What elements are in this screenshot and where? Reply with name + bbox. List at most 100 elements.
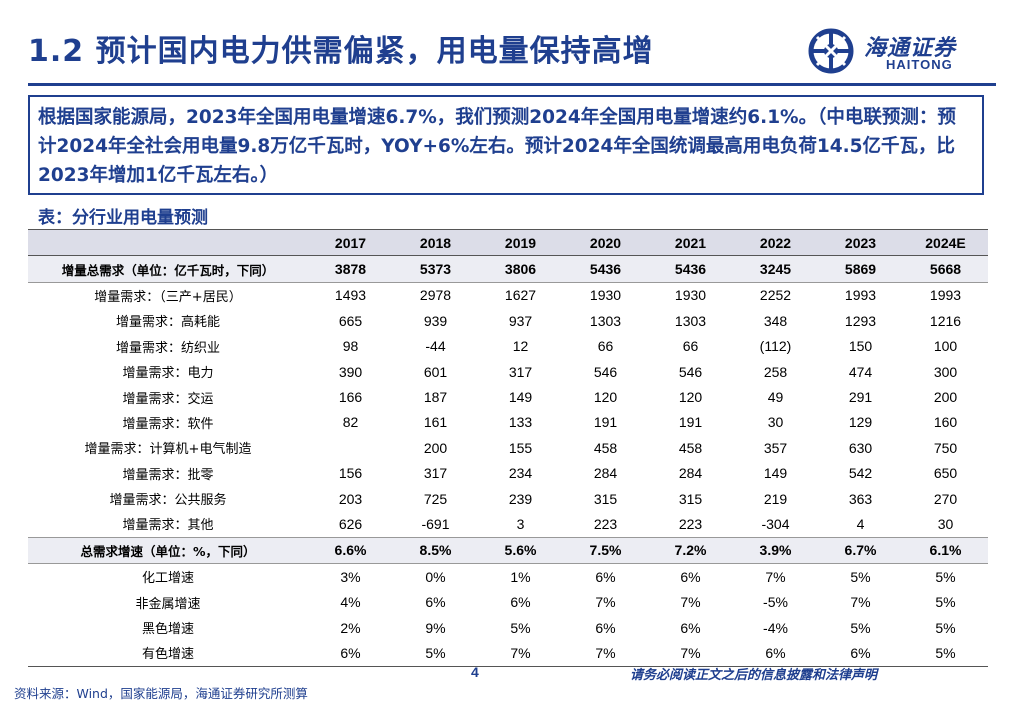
table-cell: 5% (935, 594, 956, 611)
table-cell: 6% (818, 640, 903, 667)
table-row: 化工增速 3% 0% 1% 6% 6% 7% 5% 5% (28, 564, 988, 590)
table-cell: 149 (508, 389, 533, 406)
table-cell: 1493 (334, 287, 367, 304)
table-row: 增量需求：其他 626 -691 3 223 223 -304 4 30 (28, 511, 988, 537)
table-cell: 300 (933, 363, 958, 380)
table-cell: 5% (935, 568, 956, 585)
table-cell: 3 (516, 515, 525, 532)
table-cell: 166 (338, 389, 363, 406)
table-cell: 630 (848, 439, 873, 456)
header-cell: 2020 (563, 228, 648, 257)
table-cell: 284 (593, 465, 618, 482)
table-cell: -44 (425, 338, 446, 355)
table-cell: 474 (848, 363, 873, 380)
table-cell: 5668 (903, 255, 988, 283)
table-cell: 49 (767, 389, 784, 406)
row-label: 增量需求：计算机+电气制造 (84, 442, 252, 458)
table-cell: 161 (423, 414, 448, 431)
summary-text: 根据国家能源局，2023年全国用电量增速6.7%，我们预测2024年全国用电量增… (38, 107, 956, 186)
table-cell: 4% (340, 594, 361, 611)
header-cell: 2017 (308, 228, 393, 257)
row-label: 化工增速 (141, 571, 194, 587)
table-cell: 155 (508, 439, 533, 456)
row-label: 增量需求：公共服务 (109, 493, 227, 509)
table-cell: 937 (508, 312, 533, 329)
table-cell: 6% (425, 594, 446, 611)
table-row: 增量总需求（单位：亿千瓦时，下同） 3878 5373 3806 5436 5436 324… (28, 255, 988, 283)
row-label: 有色增速 (28, 640, 308, 667)
table-cell: 2978 (419, 287, 452, 304)
table-cell: 546 (593, 363, 618, 380)
header-cell: 2023 (818, 228, 903, 257)
table-cell: 120 (678, 389, 703, 406)
table-cell: 4 (856, 515, 865, 532)
table-row: 有色增速 6% 5% 7% 7% 7% 6% 6% 5% (28, 640, 988, 667)
table-cell: 1930 (674, 287, 707, 304)
header-cell: 2022 (733, 228, 818, 257)
table-row: 黑色增速 2% 9% 5% 6% 6% -4% 5% 5% (28, 615, 988, 640)
table-cell: 1303 (589, 312, 622, 329)
table-cell: 3878 (308, 255, 393, 283)
source-note: 资料来源：Wind，国家能源局，海通证券研究所测算 (14, 686, 308, 701)
table-cell: 6% (733, 640, 818, 667)
table-cell (308, 435, 393, 460)
page-number: 4 (471, 664, 479, 680)
row-label: 增量需求：交运 (122, 391, 214, 407)
table-cell: 100 (933, 338, 958, 355)
table-cell: 66 (682, 338, 699, 355)
table-cell: 5869 (818, 255, 903, 283)
row-label: 增量需求：其他 (122, 518, 214, 534)
table-cell: 1% (510, 568, 531, 585)
table-cell: 1216 (929, 312, 962, 329)
table-row: 非金属增速 4% 6% 6% 7% 7% -5% 7% 5% (28, 589, 988, 614)
table-cell: 239 (508, 490, 533, 507)
table-cell: 3245 (733, 255, 818, 283)
table-cell: 458 (678, 439, 703, 456)
table-cell: 3.9% (733, 536, 818, 565)
table-cell: 6% (510, 594, 531, 611)
table-cell: 6.1% (903, 536, 988, 565)
table-cell: 6.6% (308, 536, 393, 565)
table-cell: 30 (937, 515, 954, 532)
table-cell: 3% (340, 568, 361, 585)
table-cell: 390 (338, 363, 363, 380)
logo-text-en: HAITONG (886, 57, 953, 72)
table-cell: 12 (512, 338, 529, 355)
row-label: 增量需求：高耗能 (115, 315, 220, 331)
table-cell: 5436 (648, 255, 733, 283)
haitong-logo-icon (808, 28, 854, 74)
table-cell: 7% (478, 640, 563, 667)
table-cell: 200 (933, 389, 958, 406)
table-cell: 5373 (393, 255, 478, 283)
table-body: 增量总需求（单位：亿千瓦时，下同） 3878 5373 3806 5436 5436 324… (28, 255, 988, 667)
haitong-logo: 海通证券 HAITONG (806, 28, 1006, 74)
table-cell: 315 (593, 490, 618, 507)
table-cell: 7% (850, 594, 871, 611)
table-cell: 363 (848, 490, 873, 507)
table-cell: 133 (508, 414, 533, 431)
table-cell: -4% (763, 619, 788, 636)
table-cell: 7% (680, 594, 701, 611)
table-row: 增量需求：批零 156 317 234 284 284 149 542 650 (28, 461, 988, 486)
table-cell: 234 (508, 465, 533, 482)
header-cell: 2018 (393, 228, 478, 257)
table-cell: -5% (763, 594, 788, 611)
table-cell: 2% (340, 619, 361, 636)
summary-box: 根据国家能源局，2023年全国用电量增速6.7%，我们预测2024年全国用电量增… (28, 95, 984, 195)
header-cell: 2019 (478, 228, 563, 257)
table-cell: 150 (848, 338, 873, 355)
table-cell: 1993 (844, 287, 877, 304)
table-cell: 66 (597, 338, 614, 355)
page-title: 1.2 预计国内电力供需偏紧，用电量保持高增 (28, 34, 654, 69)
table-cell: (112) (759, 338, 792, 355)
table-cell: 1293 (844, 312, 877, 329)
table-cell: 5% (850, 619, 871, 636)
table-cell: 6% (595, 619, 616, 636)
table-cell: 98 (342, 338, 359, 355)
table-row: 增量需求：（三产+居民） 1493 2978 1627 1930 1930 2252 1993… (28, 282, 988, 308)
table-cell: 5436 (563, 255, 648, 283)
table-cell: 156 (338, 465, 363, 482)
disclaimer-text: 请务必阅读正文之后的信息披露和法律声明 (630, 668, 878, 683)
table-cell: 7.5% (563, 536, 648, 565)
table-cell: 542 (848, 465, 873, 482)
